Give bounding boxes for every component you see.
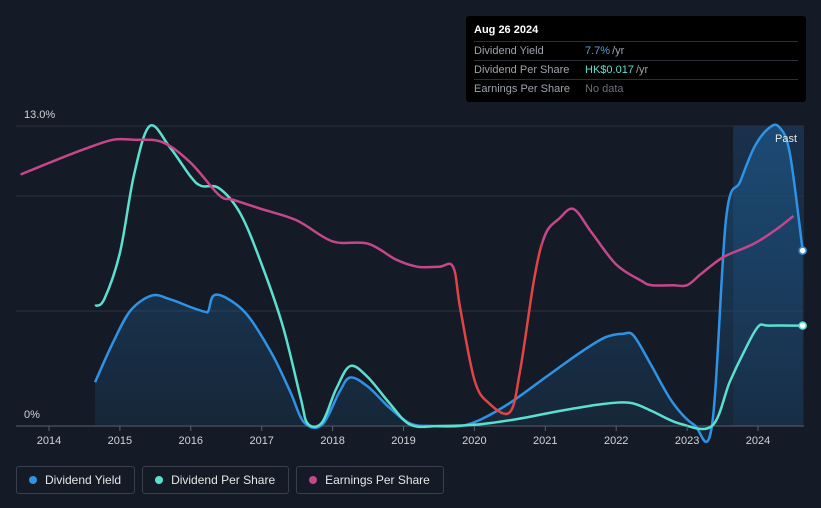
- chart-area: 2014 2015 2016 2017 2018 2019 2020 2021 2022 2023…: [16, 109, 807, 447]
- tooltip-label: Earnings Per Share: [474, 83, 570, 95]
- tooltip-row-dividend-yield: Dividend Yield 7.7% /yr: [474, 41, 798, 60]
- legend-item-dividend-per-share[interactable]: Dividend Per Share: [142, 466, 290, 494]
- legend-dot-icon: [309, 476, 318, 484]
- legend-item-earnings-per-share[interactable]: Earnings Per Share: [296, 466, 444, 494]
- x-tick-label: 2017: [249, 435, 273, 447]
- dividend-yield-area: [95, 124, 803, 442]
- x-tick-label: 2022: [604, 435, 628, 447]
- legend-dot-icon: [155, 476, 164, 484]
- tooltip-unit: /yr: [612, 45, 625, 57]
- legend: Dividend Yield Dividend Per Share Earnin…: [16, 466, 444, 494]
- legend-dot-icon: [29, 476, 37, 484]
- tooltip-unit: /yr: [635, 64, 649, 76]
- tooltip-value: 7.7%: [585, 45, 611, 57]
- tooltip-value: No data: [585, 83, 624, 95]
- legend-label: Earnings Per Share: [325, 473, 430, 487]
- tooltip-label: Dividend Per Share: [474, 64, 570, 76]
- x-tick-label: 2014: [37, 435, 61, 447]
- tooltip-row-dividend-per-share: Dividend Per Share HK$0.017 /yr: [474, 60, 798, 79]
- end-markers: [798, 246, 807, 330]
- legend-label: Dividend Yield: [45, 473, 122, 487]
- x-tick-label: 2019: [391, 435, 415, 447]
- dividend-yield-end-marker: [798, 246, 807, 255]
- x-tick-label: 2023: [675, 435, 699, 447]
- series-lines: [20, 123, 804, 444]
- x-tick-label: 2024: [746, 435, 770, 447]
- past-label: Past: [775, 133, 797, 145]
- x-tick-label: 2021: [533, 435, 557, 447]
- tooltip-value: HK$0.017: [585, 64, 634, 76]
- x-axis-ticks: 2014 2015 2016 2017 2018 2019 2020 2021 2022 2023…: [37, 426, 770, 447]
- legend-label: Dividend Per Share: [171, 473, 276, 487]
- tooltip-label: Dividend Yield: [474, 45, 544, 57]
- y-axis-top-label: 13.0%: [24, 109, 55, 121]
- x-tick-label: 2016: [179, 435, 203, 447]
- dividend-per-share-line: [94, 123, 803, 431]
- x-tick-label: 2018: [320, 435, 344, 447]
- tooltip-panel: Aug 26 2024 Dividend Yield 7.7% /yr Divi…: [466, 16, 806, 102]
- x-tick-label: 2020: [462, 435, 486, 447]
- earnings-per-share-negative-line: [454, 240, 542, 416]
- dividend-per-share-end-marker: [798, 321, 807, 330]
- tooltip-row-earnings-per-share: Earnings Per Share No data: [474, 79, 798, 98]
- series-areas: [95, 124, 803, 442]
- x-tick-label: 2015: [108, 435, 132, 447]
- tooltip-date: Aug 26 2024: [474, 24, 539, 36]
- y-axis-bottom-label: 0%: [24, 409, 40, 421]
- legend-item-dividend-yield[interactable]: Dividend Yield: [16, 466, 136, 494]
